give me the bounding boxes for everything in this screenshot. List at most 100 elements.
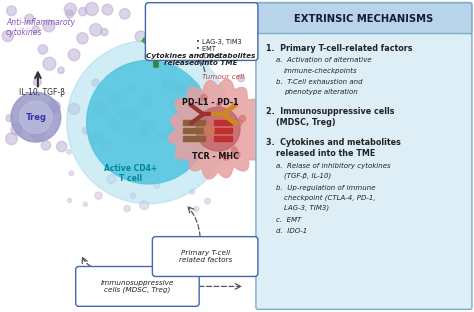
Circle shape xyxy=(197,91,205,99)
Circle shape xyxy=(77,33,88,44)
Circle shape xyxy=(11,124,22,135)
Circle shape xyxy=(162,7,171,15)
Circle shape xyxy=(202,17,210,23)
Circle shape xyxy=(217,15,227,26)
Circle shape xyxy=(194,207,199,212)
Text: b.  Up-regulation of immune: b. Up-regulation of immune xyxy=(276,185,375,191)
Circle shape xyxy=(163,77,173,88)
Text: Immunosuppressive
cells (MDSC, Treg): Immunosuppressive cells (MDSC, Treg) xyxy=(101,280,174,293)
Circle shape xyxy=(169,100,182,112)
Circle shape xyxy=(208,117,212,121)
Circle shape xyxy=(64,3,76,15)
Text: released into the TME: released into the TME xyxy=(276,149,375,158)
Circle shape xyxy=(190,149,200,158)
FancyBboxPatch shape xyxy=(152,236,258,276)
Circle shape xyxy=(11,92,61,142)
Circle shape xyxy=(157,26,166,36)
Circle shape xyxy=(95,192,102,199)
Circle shape xyxy=(85,2,98,16)
Circle shape xyxy=(233,12,245,24)
Circle shape xyxy=(204,125,214,135)
Text: Active CD4+
T cell: Active CD4+ T cell xyxy=(104,164,157,183)
Circle shape xyxy=(168,131,182,145)
Circle shape xyxy=(237,75,245,82)
Circle shape xyxy=(135,31,146,42)
Text: d.  IDO-1: d. IDO-1 xyxy=(276,228,307,234)
Circle shape xyxy=(129,84,135,90)
Circle shape xyxy=(124,165,133,174)
FancyBboxPatch shape xyxy=(256,34,472,309)
Circle shape xyxy=(2,31,13,42)
Text: LAG-3, TIM3): LAG-3, TIM3) xyxy=(284,205,329,211)
Text: b.  T-Cell exhaustion and: b. T-Cell exhaustion and xyxy=(276,79,363,85)
Text: c.  EMT: c. EMT xyxy=(276,217,301,223)
Circle shape xyxy=(239,115,246,122)
Circle shape xyxy=(82,127,89,134)
Circle shape xyxy=(199,121,202,124)
Circle shape xyxy=(195,41,207,52)
Circle shape xyxy=(124,206,130,212)
Circle shape xyxy=(93,102,104,113)
Text: Treg: Treg xyxy=(26,113,46,122)
Text: 2.  Immunosuppressive cells: 2. Immunosuppressive cells xyxy=(266,107,394,116)
Circle shape xyxy=(141,168,150,177)
Text: EXTRINSIC MECHANISMS: EXTRINSIC MECHANISMS xyxy=(294,14,434,24)
Polygon shape xyxy=(169,79,268,179)
Circle shape xyxy=(113,123,123,133)
Circle shape xyxy=(92,79,100,86)
Circle shape xyxy=(217,102,221,107)
Text: CTLA-4: CTLA-4 xyxy=(172,43,206,52)
Bar xyxy=(214,120,232,124)
Circle shape xyxy=(240,15,252,27)
Circle shape xyxy=(223,154,229,160)
Circle shape xyxy=(190,189,194,194)
Circle shape xyxy=(203,135,209,140)
Text: (MDSC, Treg): (MDSC, Treg) xyxy=(276,118,336,127)
Text: Primary T-cell
related factors: Primary T-cell related factors xyxy=(179,250,232,263)
Circle shape xyxy=(156,133,163,140)
Text: 3.  Cytokines and metabolites: 3. Cytokines and metabolites xyxy=(266,138,401,147)
Circle shape xyxy=(235,152,240,157)
Text: phenotype alteration: phenotype alteration xyxy=(284,89,357,95)
Circle shape xyxy=(154,182,160,188)
Circle shape xyxy=(191,128,195,133)
Circle shape xyxy=(91,132,102,144)
Circle shape xyxy=(20,101,52,133)
Circle shape xyxy=(177,157,182,161)
Circle shape xyxy=(68,103,80,115)
Circle shape xyxy=(68,49,80,61)
Circle shape xyxy=(32,26,39,33)
Circle shape xyxy=(135,130,146,142)
Circle shape xyxy=(152,164,158,171)
Circle shape xyxy=(102,4,113,15)
Circle shape xyxy=(185,129,199,143)
FancyBboxPatch shape xyxy=(76,266,199,306)
Circle shape xyxy=(124,108,137,121)
Circle shape xyxy=(67,150,72,154)
Circle shape xyxy=(191,135,201,145)
Circle shape xyxy=(205,198,210,204)
Circle shape xyxy=(116,108,125,117)
Text: PD-L1 - PD-1: PD-L1 - PD-1 xyxy=(182,98,238,107)
Circle shape xyxy=(83,202,87,206)
Bar xyxy=(214,136,232,141)
Text: Cytokines and metabolites
released into TME: Cytokines and metabolites released into … xyxy=(146,52,256,66)
Circle shape xyxy=(187,81,200,94)
Circle shape xyxy=(225,143,235,154)
Circle shape xyxy=(236,119,242,126)
Circle shape xyxy=(31,127,45,140)
Circle shape xyxy=(190,158,196,163)
Circle shape xyxy=(144,53,151,60)
Text: (TGF-β, IL-10): (TGF-β, IL-10) xyxy=(284,173,331,179)
Text: a.  Activation of alternative: a. Activation of alternative xyxy=(276,57,371,63)
FancyBboxPatch shape xyxy=(146,3,258,61)
Text: • LAG-3, TIM3
• EMT
• IDO-1: • LAG-3, TIM3 • EMT • IDO-1 xyxy=(196,38,242,59)
Circle shape xyxy=(232,147,237,153)
Bar xyxy=(183,128,205,133)
Circle shape xyxy=(186,53,196,64)
Circle shape xyxy=(192,146,199,153)
Text: IL-10, TGF-β: IL-10, TGF-β xyxy=(19,88,65,97)
Circle shape xyxy=(65,10,73,18)
Circle shape xyxy=(197,136,201,141)
Circle shape xyxy=(90,136,97,143)
